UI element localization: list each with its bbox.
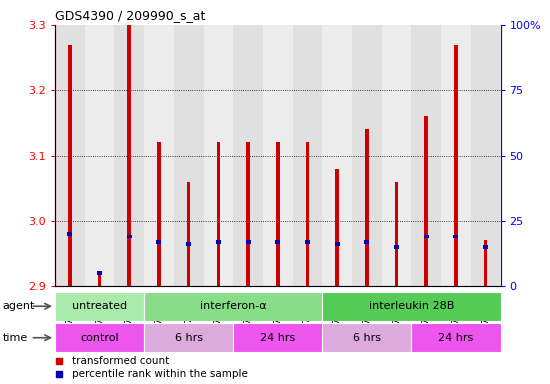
Bar — [425, 116, 428, 286]
Bar — [68, 45, 72, 286]
Bar — [187, 182, 190, 286]
Bar — [55, 292, 144, 321]
Bar — [55, 323, 144, 352]
Bar — [126, 235, 132, 238]
Bar — [484, 240, 487, 286]
Bar — [382, 25, 411, 286]
Text: time: time — [3, 333, 28, 343]
Text: 6 hrs: 6 hrs — [353, 333, 381, 343]
Bar — [128, 25, 131, 286]
Bar — [233, 323, 322, 352]
Bar — [352, 25, 382, 286]
Bar — [305, 240, 310, 244]
Bar — [395, 182, 398, 286]
Bar — [334, 242, 340, 246]
Bar — [55, 25, 85, 286]
Bar — [276, 142, 279, 286]
Text: 24 hrs: 24 hrs — [438, 333, 474, 343]
Bar — [441, 25, 471, 286]
Bar — [204, 25, 233, 286]
Bar — [144, 292, 322, 321]
Text: percentile rank within the sample: percentile rank within the sample — [72, 369, 248, 379]
Text: transformed count: transformed count — [72, 356, 169, 366]
Bar — [156, 240, 162, 244]
Bar — [365, 129, 369, 286]
Bar — [263, 25, 293, 286]
Bar — [453, 235, 459, 238]
Bar — [336, 169, 339, 286]
Bar — [144, 25, 174, 286]
Bar — [483, 245, 488, 249]
Bar — [306, 142, 309, 286]
Text: 6 hrs: 6 hrs — [175, 333, 202, 343]
Bar — [322, 323, 411, 352]
Bar — [293, 25, 322, 286]
Bar — [217, 142, 220, 286]
Text: untreated: untreated — [72, 301, 127, 311]
Bar — [216, 240, 221, 244]
Text: 24 hrs: 24 hrs — [260, 333, 295, 343]
Bar — [471, 25, 501, 286]
Bar — [275, 240, 280, 244]
Text: interleukin 28B: interleukin 28B — [368, 301, 454, 311]
Text: control: control — [80, 333, 119, 343]
Bar — [67, 232, 73, 236]
Bar — [246, 142, 250, 286]
Bar — [364, 240, 370, 244]
Bar — [322, 25, 352, 286]
Bar — [174, 25, 204, 286]
Bar — [85, 25, 114, 286]
Bar — [98, 273, 101, 286]
Bar — [454, 45, 458, 286]
Bar — [114, 25, 144, 286]
Bar — [411, 323, 500, 352]
Bar — [186, 242, 191, 246]
Bar — [144, 323, 233, 352]
Bar — [322, 292, 500, 321]
Bar — [411, 25, 441, 286]
Text: GDS4390 / 209990_s_at: GDS4390 / 209990_s_at — [55, 9, 205, 22]
Bar — [233, 25, 263, 286]
Bar — [245, 240, 251, 244]
Bar — [394, 245, 399, 249]
Text: interferon-α: interferon-α — [200, 301, 267, 311]
Text: agent: agent — [3, 301, 35, 311]
Bar — [157, 142, 161, 286]
Bar — [424, 235, 429, 238]
Bar — [97, 271, 102, 275]
